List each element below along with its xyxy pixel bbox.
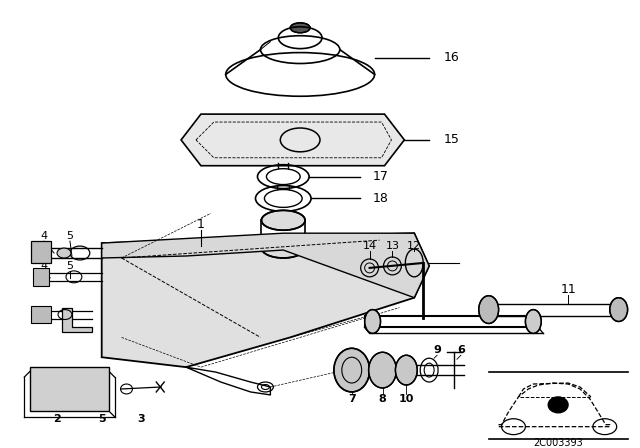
Ellipse shape	[479, 296, 499, 323]
Ellipse shape	[525, 310, 541, 333]
Text: 3: 3	[138, 414, 145, 424]
Text: 2C003393: 2C003393	[533, 438, 583, 448]
Ellipse shape	[262, 211, 305, 230]
Text: 16: 16	[444, 51, 460, 64]
Text: 7: 7	[348, 394, 356, 404]
Text: 6: 6	[457, 345, 465, 355]
Text: 5: 5	[67, 231, 74, 241]
Ellipse shape	[548, 397, 568, 413]
Ellipse shape	[369, 352, 396, 388]
Ellipse shape	[262, 238, 305, 258]
Text: 2: 2	[53, 414, 61, 424]
FancyBboxPatch shape	[30, 367, 109, 411]
Text: 1: 1	[197, 218, 205, 231]
Text: 15: 15	[444, 134, 460, 146]
FancyBboxPatch shape	[31, 306, 51, 323]
Text: 11: 11	[560, 283, 576, 296]
Text: 4: 4	[40, 261, 48, 271]
Text: 8: 8	[379, 394, 387, 404]
Polygon shape	[102, 233, 429, 297]
Text: 13: 13	[385, 241, 399, 251]
Ellipse shape	[334, 348, 370, 392]
Ellipse shape	[57, 248, 71, 258]
Text: 5: 5	[98, 414, 106, 424]
Polygon shape	[181, 114, 404, 166]
Text: 17: 17	[372, 170, 388, 183]
Ellipse shape	[290, 23, 310, 33]
Ellipse shape	[396, 355, 417, 385]
Ellipse shape	[610, 297, 628, 322]
FancyBboxPatch shape	[31, 241, 51, 263]
Ellipse shape	[365, 310, 381, 333]
Text: 12: 12	[407, 241, 421, 251]
Text: 4: 4	[40, 231, 48, 241]
Polygon shape	[102, 233, 429, 367]
Text: 9: 9	[433, 345, 441, 355]
Text: 18: 18	[372, 192, 388, 205]
Polygon shape	[62, 308, 92, 332]
Text: 5: 5	[67, 261, 74, 271]
FancyBboxPatch shape	[33, 268, 49, 286]
Text: 14: 14	[362, 241, 377, 251]
Text: 10: 10	[399, 394, 414, 404]
